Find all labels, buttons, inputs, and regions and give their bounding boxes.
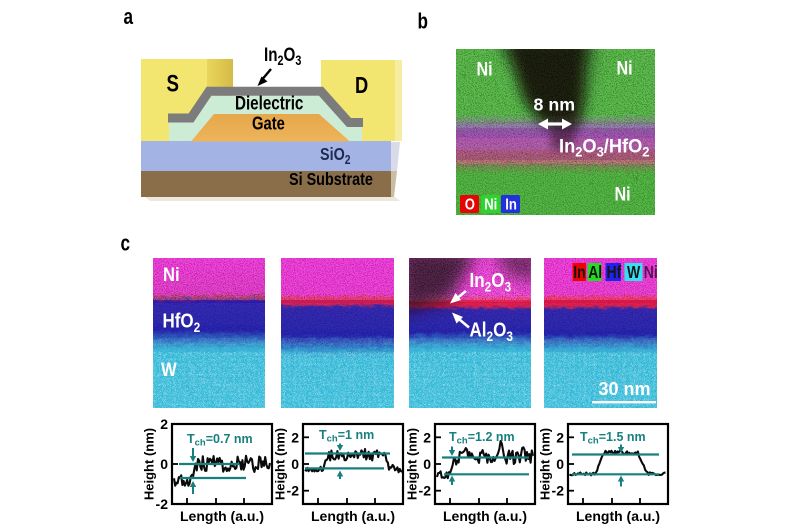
svg-text:Height (nm): Height (nm) bbox=[273, 428, 288, 500]
svg-text:Al: Al bbox=[588, 264, 602, 283]
svg-text:b: b bbox=[418, 10, 428, 35]
svg-text:8 nm: 8 nm bbox=[534, 95, 576, 115]
svg-text:Dielectric: Dielectric bbox=[235, 92, 304, 114]
svg-text:In2O3: In2O3 bbox=[264, 43, 302, 68]
svg-text:2: 2 bbox=[423, 429, 431, 445]
svg-text:O: O bbox=[465, 196, 475, 213]
svg-text:2: 2 bbox=[291, 429, 299, 445]
svg-text:-2: -2 bbox=[156, 496, 169, 512]
svg-text:c: c bbox=[121, 232, 131, 257]
svg-text:S: S bbox=[167, 70, 179, 97]
svg-text:Hf: Hf bbox=[607, 264, 622, 283]
svg-text:In: In bbox=[505, 196, 517, 213]
svg-text:W: W bbox=[161, 359, 177, 381]
svg-text:0: 0 bbox=[423, 456, 431, 472]
svg-text:Si Substrate: Si Substrate bbox=[289, 170, 373, 190]
svg-text:a: a bbox=[124, 5, 134, 30]
svg-text:-2: -2 bbox=[287, 483, 300, 499]
svg-text:Ni: Ni bbox=[484, 196, 497, 213]
svg-text:-2: -2 bbox=[552, 483, 565, 499]
svg-text:Height (nm): Height (nm) bbox=[142, 428, 157, 500]
svg-text:2: 2 bbox=[160, 416, 168, 432]
svg-text:Length (a.u.): Length (a.u.) bbox=[576, 508, 660, 524]
svg-text:W: W bbox=[627, 264, 640, 283]
svg-text:Tch=1 nm: Tch=1 nm bbox=[319, 428, 374, 445]
svg-text:0: 0 bbox=[291, 456, 299, 472]
svg-text:2: 2 bbox=[556, 429, 564, 445]
svg-text:Ni: Ni bbox=[617, 57, 633, 79]
svg-text:30 nm: 30 nm bbox=[599, 379, 651, 399]
svg-text:Length (a.u.): Length (a.u.) bbox=[443, 508, 527, 524]
svg-text:Gate: Gate bbox=[252, 113, 285, 134]
svg-text:In2O3: In2O3 bbox=[470, 269, 512, 295]
svg-text:Ni: Ni bbox=[477, 58, 493, 80]
svg-text:Ni: Ni bbox=[163, 264, 180, 286]
svg-text:Height (nm): Height (nm) bbox=[538, 428, 553, 500]
svg-text:Ni: Ni bbox=[644, 264, 658, 283]
svg-text:0: 0 bbox=[160, 456, 168, 472]
svg-text:In: In bbox=[573, 264, 585, 283]
svg-text:Height (nm): Height (nm) bbox=[405, 428, 420, 500]
svg-text:Length (a.u.): Length (a.u.) bbox=[180, 508, 264, 524]
svg-text:SiO2: SiO2 bbox=[320, 145, 351, 168]
svg-text:0: 0 bbox=[556, 456, 564, 472]
svg-text:-2: -2 bbox=[419, 483, 432, 499]
svg-text:D: D bbox=[355, 73, 368, 99]
svg-text:Ni: Ni bbox=[615, 183, 631, 205]
svg-text:In2O3/HfO2: In2O3/HfO2 bbox=[559, 135, 650, 159]
svg-text:Length (a.u.): Length (a.u.) bbox=[311, 508, 395, 524]
